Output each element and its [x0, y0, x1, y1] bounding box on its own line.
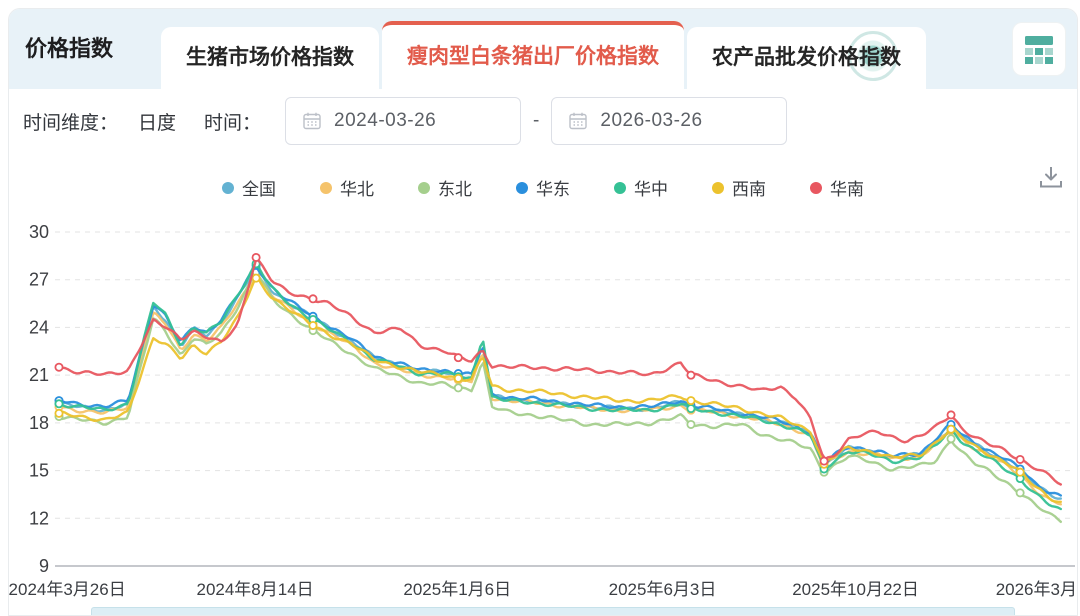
- legend-label: 东北: [438, 180, 472, 199]
- tab-bar: 生猪市场价格指数 瘦肉型白条猪出厂价格指数 农产品批发价格指数: [161, 21, 929, 89]
- legend-item-全国[interactable]: 全国: [222, 175, 276, 200]
- calendar-icon: [302, 111, 322, 131]
- tab-lean-pork-exfactory-price-index[interactable]: 瘦肉型白条猪出厂价格指数: [382, 21, 684, 89]
- time-dimension-select[interactable]: 日度: [138, 112, 177, 134]
- x-axis-tick-label: 2024年3月26日: [8, 580, 126, 599]
- legend-item-华东[interactable]: 华东: [516, 175, 570, 200]
- legend-item-华北[interactable]: 华北: [320, 175, 374, 200]
- page-title: 价格指数: [25, 36, 114, 61]
- legend-label: 西南: [732, 180, 766, 199]
- legend-label: 华东: [536, 180, 570, 199]
- download-icon: [1040, 167, 1062, 188]
- x-axis-tick-label: 2025年10月22日: [792, 580, 919, 599]
- start-date-input[interactable]: 2024-03-26: [285, 97, 522, 145]
- legend-label: 华北: [340, 180, 374, 199]
- svg-text:30: 30: [29, 222, 49, 242]
- tab-agri-wholesale-price-index[interactable]: 农产品批发价格指数: [687, 27, 926, 89]
- tabs-header: 价格指数 生猪市场价格指数 瘦肉型白条猪出厂价格指数 农产品批发价格指数: [9, 9, 1077, 89]
- price-index-panel: 价格指数 生猪市场价格指数 瘦肉型白条猪出厂价格指数 农产品批发价格指数 时间维…: [8, 8, 1078, 616]
- legend-label: 华南: [830, 180, 864, 199]
- time-range-label: 时间：: [204, 112, 262, 134]
- tab-label: 农产品批发价格指数: [712, 46, 901, 69]
- svg-text:24: 24: [29, 317, 49, 337]
- legend-marker-icon: [810, 181, 822, 194]
- calculator-grid-icon: [1025, 36, 1053, 64]
- price-index-chart[interactable]: 30 27 24 21 18 15 12 9: [9, 197, 1077, 587]
- legend-marker-icon: [516, 181, 528, 194]
- legend-item-西南[interactable]: 西南: [712, 175, 766, 200]
- legend-label: 华中: [634, 180, 668, 199]
- end-date-input[interactable]: 2026-03-26: [551, 97, 788, 145]
- datazoom-slider[interactable]: [91, 607, 1015, 615]
- legend-marker-icon: [614, 181, 626, 194]
- chart-legend: 全国 华北 东北 华东 华中 西南 华南: [9, 175, 1077, 200]
- x-axis-tick-label: 2024年8月14日: [196, 580, 314, 599]
- svg-text:9: 9: [39, 556, 49, 576]
- end-date-value: 2026-03-26: [600, 110, 703, 131]
- legend-marker-icon: [222, 181, 234, 194]
- svg-text:18: 18: [29, 413, 49, 433]
- svg-text:12: 12: [29, 508, 49, 528]
- x-axis-tick-label: 2026年3月11日: [995, 580, 1077, 599]
- start-date-value: 2024-03-26: [334, 110, 437, 131]
- time-dimension-label: 时间维度：: [23, 112, 119, 134]
- svg-text:21: 21: [29, 365, 49, 385]
- legend-label: 全国: [242, 180, 276, 199]
- calculator-button[interactable]: [1013, 23, 1065, 75]
- svg-text:15: 15: [29, 461, 49, 481]
- tab-pig-market-price-index[interactable]: 生猪市场价格指数: [161, 27, 379, 89]
- download-button[interactable]: [1035, 161, 1067, 193]
- legend-item-华南[interactable]: 华南: [810, 175, 864, 200]
- legend-marker-icon: [320, 181, 332, 194]
- range-separator: -: [533, 110, 540, 131]
- legend-item-华中[interactable]: 华中: [614, 175, 668, 200]
- legend-marker-icon: [712, 181, 724, 194]
- legend-marker-icon: [418, 181, 430, 194]
- x-axis-tick-label: 2025年6月3日: [608, 580, 717, 599]
- filter-row: 时间维度： 日度 时间： 2024-03-26 -: [9, 89, 1077, 153]
- x-axis-labels: 2024年3月26日 2024年8月14日 2025年1月6日 2025年6月3日 20…: [9, 575, 1077, 601]
- legend-item-东北[interactable]: 东北: [418, 175, 472, 200]
- svg-text:27: 27: [29, 270, 49, 290]
- x-axis-tick-label: 2025年1月6日: [403, 580, 512, 599]
- calendar-icon: [568, 111, 588, 131]
